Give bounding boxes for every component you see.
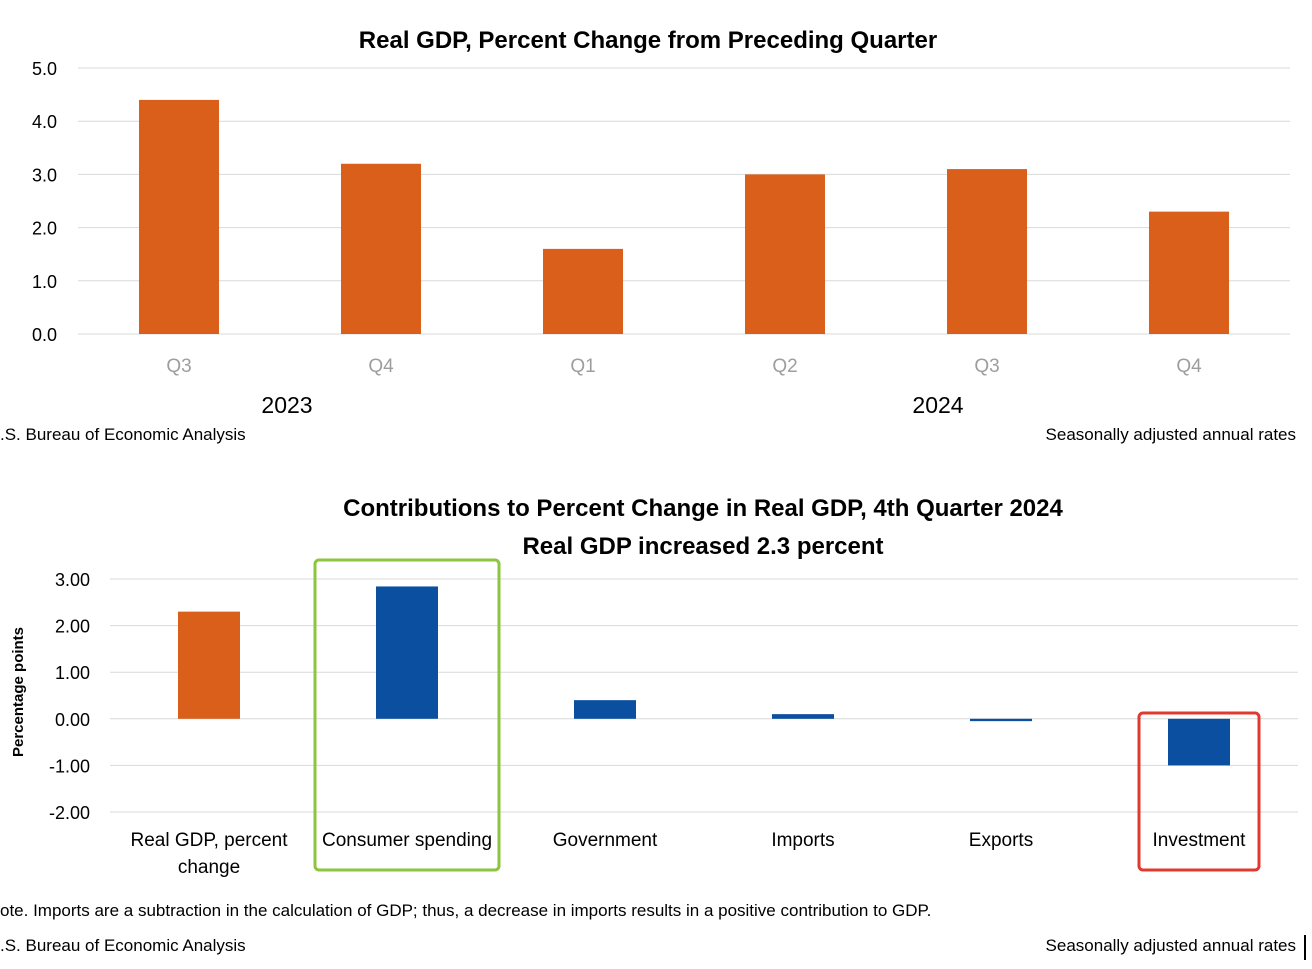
chart1-bar <box>341 163 421 334</box>
chart1-ytick-label: 2.0 <box>32 219 57 239</box>
chart1-bar <box>543 248 623 334</box>
chart2-ytick-label: 2.00 <box>55 617 90 637</box>
chart2-bar <box>970 718 1032 722</box>
chart2-xtick-label: Exports <box>969 830 1033 851</box>
chart2-bar <box>574 700 636 719</box>
chart1-title: Real GDP, Percent Change from Preceding … <box>359 27 937 54</box>
chart1-bar <box>1149 211 1229 334</box>
chart2-xtick-label: Investment <box>1153 830 1247 851</box>
chart1-ytick-label: 3.0 <box>32 165 57 185</box>
chart1-group-2023: 2023 <box>261 392 312 418</box>
chart2-plot: -2.00 -1.00 0.00 1.00 2.00 3.00 Real GDP, perc… <box>49 558 1298 878</box>
chart1-xtick-label: Q3 <box>974 356 999 377</box>
chart1-xtick-label: Q1 <box>570 356 595 377</box>
chart2-note-right: Seasonally adjusted annual rates <box>1046 936 1296 955</box>
chart2-ytick-label: -2.00 <box>49 803 90 823</box>
chart1-xtick-label: Q2 <box>772 356 797 377</box>
chart1-plot: 0.0 1.0 2.0 3.0 4.0 5.0 Q3 Q4 Q1 Q2 Q3 Q4 <box>32 59 1290 377</box>
chart2-xtick-label: Government <box>553 830 658 851</box>
chart1-group-2024: 2024 <box>912 392 963 418</box>
chart1-note-right: Seasonally adjusted annual rates <box>1046 425 1296 444</box>
chart1-ytick-label: 4.0 <box>32 112 57 132</box>
chart2-subtitle: Real GDP increased 2.3 percent <box>522 533 883 560</box>
chart2-xtick-label: Real GDP, percent change <box>130 830 288 878</box>
chart1-bar <box>947 169 1027 334</box>
chart2-xtick-label: Consumer spending <box>322 830 492 851</box>
chart1-ytick-label: 1.0 <box>32 272 57 292</box>
chart2-ytick-label: 1.00 <box>55 663 90 683</box>
chart1-xtick-label: Q4 <box>368 356 394 377</box>
chart2-note: ote. Imports are a subtraction in the ca… <box>0 901 931 920</box>
chart1-xtick-label: Q3 <box>166 356 191 377</box>
chart1-bar <box>139 99 219 334</box>
chart1-xtick-label: Q4 <box>1176 356 1202 377</box>
chart2-xtick-label: Imports <box>771 830 834 851</box>
chart2-bar <box>376 586 438 719</box>
chart2-ytick-label: 3.00 <box>55 570 90 590</box>
highlight-box-investment <box>1137 711 1261 872</box>
chart1-ytick-label: 0.0 <box>32 325 57 345</box>
chart2-title: Contributions to Percent Change in Real … <box>343 495 1063 522</box>
chart2-source: .S. Bureau of Economic Analysis <box>0 936 246 955</box>
chart1-source: .S. Bureau of Economic Analysis <box>0 425 246 444</box>
chart1-ytick-label: 5.0 <box>32 59 57 79</box>
chart2-ytick-label: 0.00 <box>55 710 90 730</box>
chart2-bar <box>178 611 240 719</box>
chart2-ylabel: Percentage points <box>10 627 27 757</box>
chart1-bar <box>745 174 825 334</box>
chart2-bar <box>772 714 834 719</box>
chart2-bar <box>1168 718 1230 766</box>
chart2-ytick-label: -1.00 <box>49 756 90 776</box>
highlight-box-consumer-spending <box>313 558 501 872</box>
